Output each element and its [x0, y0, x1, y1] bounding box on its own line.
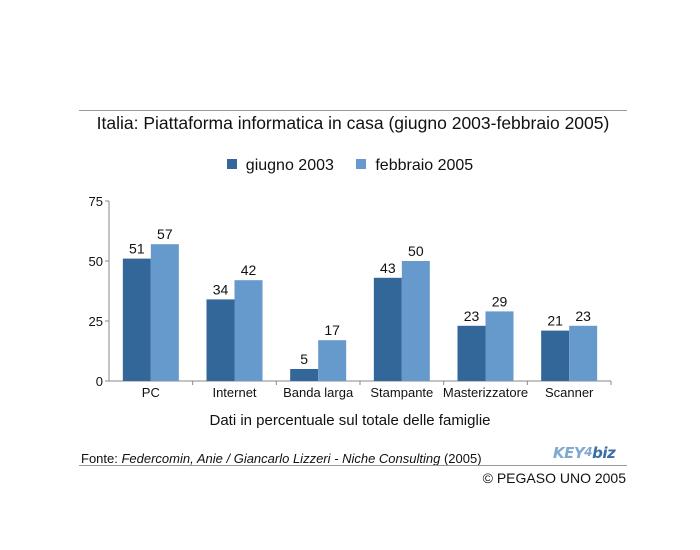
legend-item-series-2: febbraio 2005: [356, 157, 473, 175]
bar: [569, 325, 598, 381]
legend-swatch-series-2: [356, 159, 367, 169]
bar: [234, 280, 263, 381]
data-label: 17: [324, 322, 340, 338]
bar: [150, 244, 179, 381]
source-year: (2005): [440, 451, 482, 466]
y-tick-label: 25: [89, 314, 103, 329]
x-tick-label: Banda larga: [283, 385, 354, 400]
x-tick-label: Scanner: [545, 385, 594, 400]
x-tick-label: Masterizzatore: [443, 385, 528, 400]
data-label: 34: [213, 281, 229, 297]
legend-label-series-2: febbraio 2005: [375, 157, 474, 174]
data-label: 21: [547, 313, 563, 329]
data-label: 23: [575, 308, 591, 324]
x-tick-label: PC: [142, 385, 160, 400]
data-label: 5: [300, 351, 308, 367]
chart-subtitle: Dati in percentuale sul totale delle fam…: [209, 412, 491, 429]
legend-label-series-1: giugno 2003: [245, 157, 334, 174]
source-label: Fonte:: [81, 451, 122, 466]
data-label: 23: [464, 308, 480, 324]
source-note: Fonte: Federcomin, Anie / Giancarlo Lizz…: [81, 451, 482, 466]
bar: [206, 299, 235, 381]
bar: [485, 311, 514, 381]
bar: [318, 340, 347, 381]
data-label: 29: [492, 293, 508, 309]
data-label: 50: [408, 243, 424, 259]
y-tick-label: 0: [96, 374, 103, 389]
data-label: 57: [157, 226, 173, 242]
legend-item-series-1: giugno 2003: [226, 157, 334, 175]
data-label: 42: [241, 262, 257, 278]
y-tick-label: 50: [89, 254, 103, 269]
bar: [401, 261, 430, 381]
legend-swatch-series-1: [226, 159, 237, 169]
bar: [457, 325, 486, 381]
bar: [373, 277, 402, 381]
x-tick-label: Internet: [212, 385, 256, 400]
legend: giugno 2003 febbraio 2005: [0, 157, 700, 175]
key4biz-logo: KEY4biz: [553, 444, 616, 462]
data-label: 43: [380, 260, 396, 276]
bar: [290, 369, 319, 381]
bottom-divider: [79, 465, 627, 466]
chart-title: Italia: Piattaforma informatica in casa …: [96, 113, 610, 133]
y-tick-label: 75: [89, 194, 103, 209]
x-tick-label: Stampante: [370, 385, 433, 400]
copyright: © PEGASO UNO 2005: [482, 470, 626, 486]
source-detail: Federcomin, Anie / Giancarlo Lizzeri - N…: [121, 451, 441, 466]
bar: [122, 258, 151, 381]
bar: [541, 330, 570, 381]
top-divider: [79, 110, 627, 111]
data-label: 51: [129, 241, 145, 257]
